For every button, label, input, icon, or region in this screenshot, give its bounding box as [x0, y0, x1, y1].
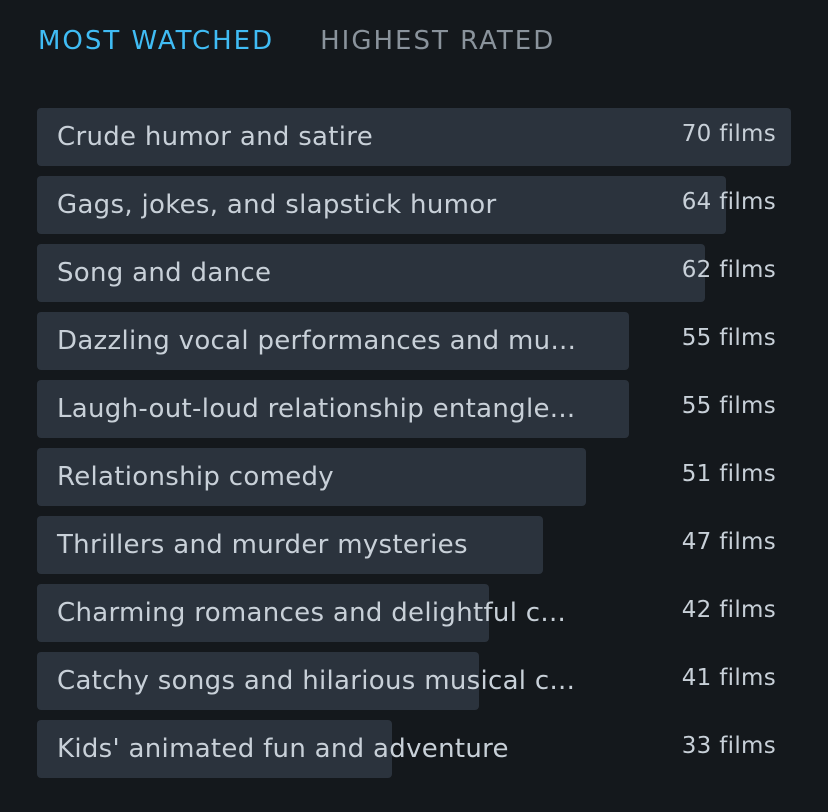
theme-bar	[37, 380, 629, 438]
theme-count: 41 films	[681, 665, 776, 691]
tab-highest-rated[interactable]: HIGHEST RATED	[320, 26, 556, 56]
theme-label: Kids' animated fun and adventure	[57, 734, 509, 764]
theme-count: 70 films	[681, 121, 776, 147]
theme-label: Relationship comedy	[57, 462, 334, 492]
theme-row[interactable]: Dazzling vocal performances and mu... 55…	[37, 312, 791, 370]
tab-most-watched[interactable]: MOST WATCHED	[38, 26, 275, 56]
theme-bar	[37, 720, 392, 778]
theme-bar	[37, 448, 586, 506]
theme-label: Charming romances and delightful c...	[57, 598, 567, 628]
theme-count: 47 films	[681, 529, 776, 555]
theme-bar	[37, 108, 791, 166]
theme-row[interactable]: Thrillers and murder mysteries 47 films	[37, 516, 791, 574]
theme-list: Crude humor and satire 70 films Gags, jo…	[37, 108, 791, 788]
theme-row[interactable]: Charming romances and delightful c... 42…	[37, 584, 791, 642]
theme-bar	[37, 312, 629, 370]
theme-label: Crude humor and satire	[57, 122, 374, 152]
theme-row[interactable]: Kids' animated fun and adventure 33 film…	[37, 720, 791, 778]
theme-count: 42 films	[681, 597, 776, 623]
theme-row[interactable]: Crude humor and satire 70 films	[37, 108, 791, 166]
theme-label: Laugh-out-loud relationship entangle...	[57, 394, 576, 424]
theme-row[interactable]: Relationship comedy 51 films	[37, 448, 791, 506]
theme-bar	[37, 516, 543, 574]
theme-label: Gags, jokes, and slapstick humor	[57, 190, 497, 220]
tab-bar: MOST WATCHED HIGHEST RATED	[38, 22, 555, 60]
theme-label: Thrillers and murder mysteries	[57, 530, 468, 560]
theme-bar	[37, 244, 705, 302]
theme-bar	[37, 652, 479, 710]
theme-bar	[37, 584, 489, 642]
theme-row[interactable]: Gags, jokes, and slapstick humor 64 film…	[37, 176, 791, 234]
theme-count: 64 films	[681, 189, 776, 215]
theme-label: Dazzling vocal performances and mu...	[57, 326, 577, 356]
theme-count: 55 films	[681, 393, 776, 419]
theme-count: 51 films	[681, 461, 776, 487]
theme-count: 55 films	[681, 325, 776, 351]
theme-row[interactable]: Song and dance 62 films	[37, 244, 791, 302]
theme-label: Song and dance	[57, 258, 272, 288]
theme-bar	[37, 176, 726, 234]
theme-row[interactable]: Catchy songs and hilarious musical c... …	[37, 652, 791, 710]
theme-count: 33 films	[681, 733, 776, 759]
theme-count: 62 films	[681, 257, 776, 283]
theme-label: Catchy songs and hilarious musical c...	[57, 666, 576, 696]
theme-row[interactable]: Laugh-out-loud relationship entangle... …	[37, 380, 791, 438]
